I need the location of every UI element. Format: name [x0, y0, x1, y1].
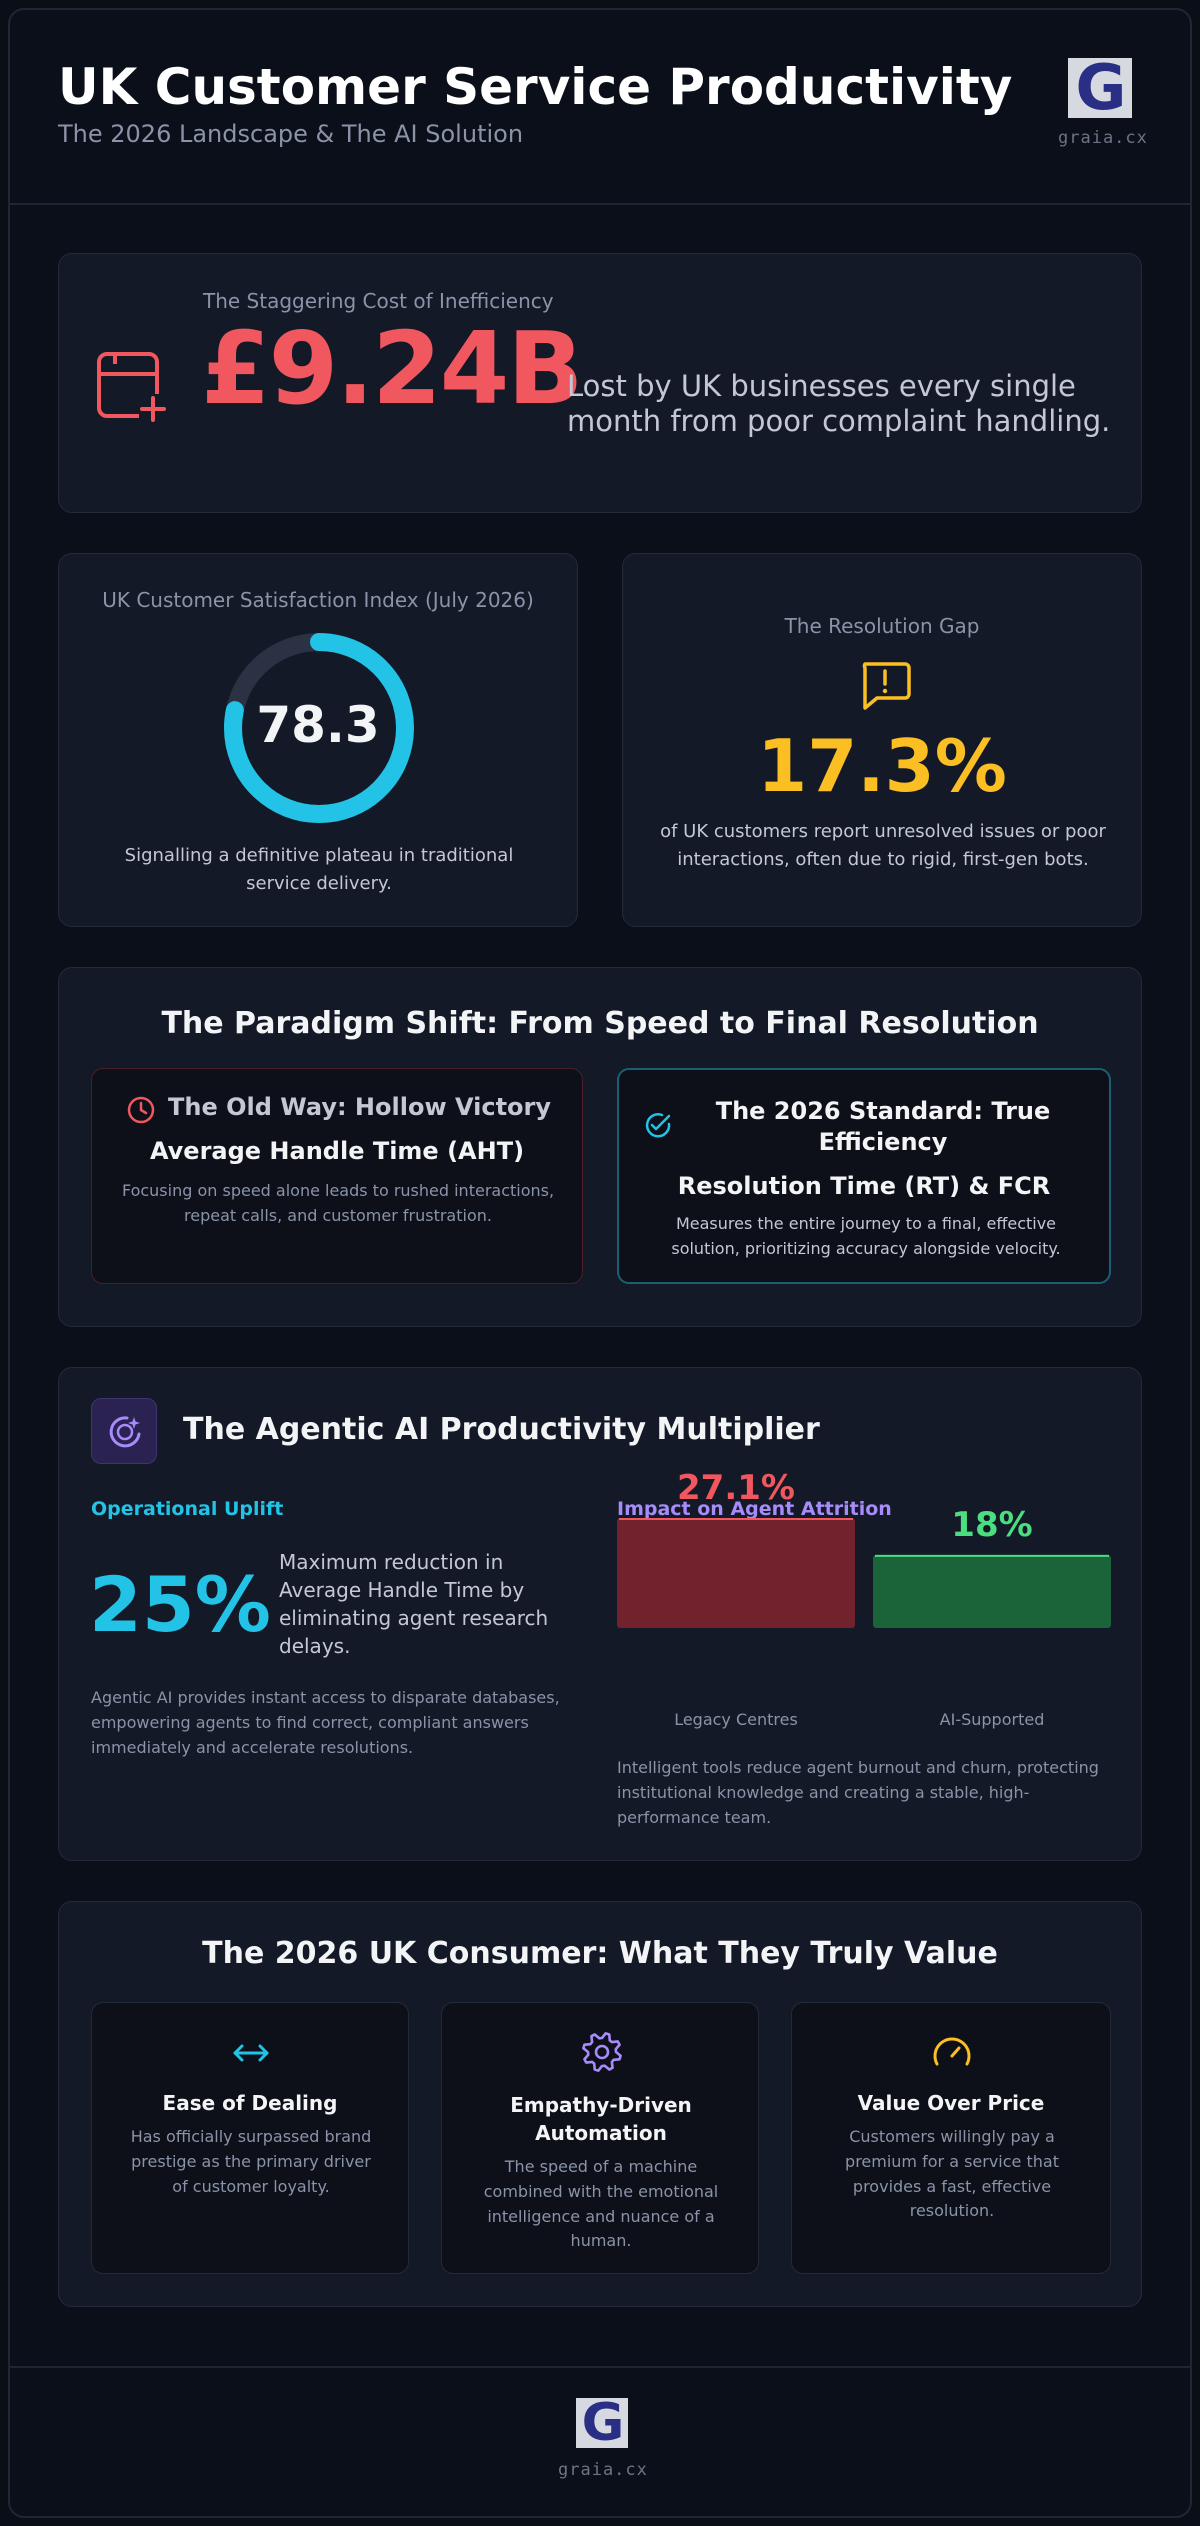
bar-legacy — [617, 1518, 855, 1628]
uplift-statement: Maximum reduction in Average Handle Time… — [279, 1550, 549, 1658]
new-standard-description: Measures the entire journey to a final, … — [671, 1214, 1061, 1258]
satisfaction-value: 78.3 — [256, 696, 380, 754]
value-description-empathy: The speed of a machine combined with the… — [483, 2157, 719, 2251]
cost-card: The Staggering Cost of Inefficiency £9.2… — [58, 253, 1142, 513]
ai-card: The Agentic AI Productivity Multiplier O… — [58, 1367, 1142, 1861]
resolution-gap-description: of UK customers report unresolved issues… — [660, 821, 1106, 870]
value-card-empathy: Empathy-Driven Automation The speed of a… — [441, 2002, 759, 2274]
attrition-label: Impact on Agent Attrition — [617, 1498, 892, 1520]
value-description-price: Customers willingly pay a premium for a … — [845, 2127, 1059, 2221]
ai-title: The Agentic AI Productivity Multiplier — [183, 1412, 820, 1447]
consumer-card: The 2026 UK Consumer: What They Truly Va… — [58, 1901, 1142, 2307]
resolution-gap-value: 17.3% — [757, 724, 1007, 808]
new-standard-card: The 2026 Standard: True Efficiency Resol… — [617, 1068, 1111, 1284]
uplift-label: Operational Uplift — [91, 1498, 284, 1520]
check-circle-icon — [645, 1113, 671, 1138]
satisfaction-gauge — [224, 633, 414, 823]
attrition-chart — [617, 1518, 1111, 1628]
cost-value: £9.24B — [201, 310, 584, 427]
value-card-price: Value Over Price Customers willingly pay… — [791, 2002, 1111, 2274]
ai-sparkle-icon — [109, 1416, 141, 1448]
value-description-ease: Has officially surpassed brand prestige … — [130, 2127, 372, 2196]
bar-ai — [873, 1554, 1111, 1628]
cost-description: Lost by UK businesses every single month… — [567, 369, 1111, 439]
bar-value-label-legacy: 27.1% — [677, 1468, 795, 1508]
page-title: UK Customer Service Productivity — [58, 58, 1013, 116]
value-title-empathy: Empathy-Driven Automation — [510, 2093, 692, 2145]
logo-letter: G — [1075, 51, 1127, 124]
cost-label: The Staggering Cost of Inefficiency — [203, 289, 554, 313]
satisfaction-card: UK Customer Satisfaction Index (July 202… — [58, 553, 578, 927]
uplift-value: 25% — [89, 1560, 271, 1649]
uplift-description: Agentic AI provides instant access to di… — [91, 1688, 560, 1757]
header-logo: G — [1068, 51, 1132, 124]
attrition-description: Intelligent tools reduce agent burnout a… — [617, 1758, 1099, 1827]
resolution-gap-title: The Resolution Gap — [784, 614, 980, 638]
consumer-title: The 2026 UK Consumer: What They Truly Va… — [202, 1936, 998, 1971]
footer-logo-text: graia.cx — [558, 2460, 648, 2480]
bar-value-label-ai: 18% — [951, 1504, 1033, 1545]
satisfaction-title: UK Customer Satisfaction Index (July 202… — [102, 588, 534, 612]
page-subtitle: The 2026 Landscape & The AI Solution — [58, 120, 524, 148]
value-card-ease: Ease of Dealing Has officially surpassed… — [91, 2002, 409, 2274]
old-way-card: The Old Way: Hollow Victory Average Hand… — [91, 1068, 583, 1284]
old-way-description: Focusing on speed alone leads to rushed … — [121, 1181, 555, 1225]
old-way-metric: Average Handle Time (AHT) — [149, 1137, 525, 1165]
arrows-horizontal-icon — [233, 2044, 269, 2062]
bar-category-label-legacy: Legacy Centres — [674, 1710, 798, 1729]
calendar-plus-icon — [97, 352, 169, 424]
gauge-icon — [933, 2037, 971, 2066]
header-logo-text: graia.cx — [1058, 128, 1148, 148]
value-title-ease: Ease of Dealing — [162, 2091, 338, 2115]
satisfaction-description: Signalling a definitive plateau in tradi… — [124, 845, 514, 894]
paradigm-title: The Paradigm Shift: From Speed to Final … — [161, 1006, 1039, 1041]
new-standard-metric: Resolution Time (RT) & FCR — [677, 1172, 1051, 1200]
gear-icon — [582, 2032, 622, 2072]
ai-icon-box — [91, 1398, 157, 1464]
clock-icon — [127, 1096, 155, 1124]
old-way-heading: The Old Way: Hollow Victory — [168, 1093, 552, 1121]
paradigm-card: The Paradigm Shift: From Speed to Final … — [58, 967, 1142, 1327]
value-title-price: Value Over Price — [857, 2091, 1045, 2115]
header: UK Customer Service Productivity The 202… — [10, 10, 1190, 205]
bar-category-label-ai: AI-Supported — [939, 1710, 1045, 1729]
footer-logo: G — [576, 2393, 628, 2453]
new-standard-heading: The 2026 Standard: True Efficiency — [715, 1097, 1051, 1157]
alert-message-icon — [862, 662, 911, 710]
page-frame: UK Customer Service Productivity The 202… — [8, 8, 1192, 2518]
footer-divider — [10, 2366, 1190, 2368]
footer-logo-letter: G — [581, 2393, 625, 2453]
resolution-gap-card: The Resolution Gap 17.3% of UK customers… — [622, 553, 1142, 927]
